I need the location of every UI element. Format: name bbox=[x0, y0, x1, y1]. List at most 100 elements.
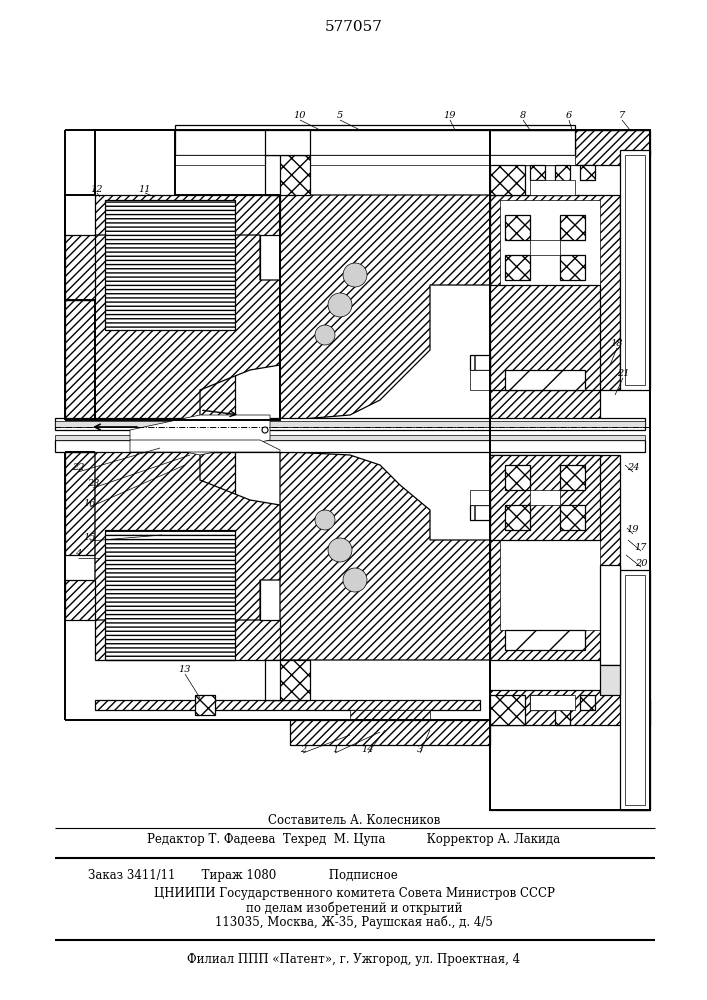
Bar bbox=[555, 695, 570, 725]
Bar bbox=[500, 460, 600, 630]
Polygon shape bbox=[265, 660, 280, 700]
Text: 19: 19 bbox=[626, 526, 639, 534]
Bar bbox=[195, 695, 215, 715]
Bar bbox=[530, 695, 575, 710]
Bar bbox=[105, 530, 235, 660]
Bar bbox=[530, 490, 560, 505]
Text: 2: 2 bbox=[300, 746, 306, 754]
Circle shape bbox=[315, 325, 335, 345]
Polygon shape bbox=[490, 130, 650, 165]
Text: 24: 24 bbox=[626, 464, 639, 473]
Bar bbox=[105, 200, 235, 330]
Text: 13: 13 bbox=[179, 666, 192, 674]
Text: Заказ 3411/11       Тираж 1080              Подписное: Заказ 3411/11 Тираж 1080 Подписное bbox=[88, 868, 398, 882]
Bar bbox=[580, 165, 595, 180]
Bar bbox=[470, 505, 490, 520]
Polygon shape bbox=[490, 195, 620, 420]
Bar bbox=[560, 255, 585, 280]
Bar bbox=[620, 570, 650, 810]
Text: 14: 14 bbox=[362, 746, 374, 754]
Polygon shape bbox=[95, 235, 280, 420]
Text: 11: 11 bbox=[139, 186, 151, 194]
Bar bbox=[625, 155, 645, 385]
Text: 23: 23 bbox=[87, 480, 99, 488]
Polygon shape bbox=[275, 155, 310, 195]
Bar bbox=[555, 165, 570, 195]
Bar bbox=[175, 155, 575, 165]
Text: 18: 18 bbox=[611, 338, 624, 348]
Circle shape bbox=[343, 568, 367, 592]
Text: по делам изобретений и открытий: по делам изобретений и открытий bbox=[246, 901, 462, 915]
Polygon shape bbox=[350, 710, 430, 745]
Polygon shape bbox=[130, 440, 280, 452]
Text: Редактор Т. Фадеева  Техред  М. Цупа           Корректор А. Лакида: Редактор Т. Фадеева Техред М. Цупа Корре… bbox=[148, 834, 561, 846]
Bar bbox=[55, 435, 645, 440]
Polygon shape bbox=[280, 195, 490, 420]
Bar bbox=[505, 630, 585, 650]
Bar bbox=[490, 695, 525, 725]
Bar bbox=[500, 200, 600, 370]
Bar bbox=[470, 370, 490, 390]
Polygon shape bbox=[265, 155, 280, 195]
Bar bbox=[55, 440, 645, 452]
Text: 3: 3 bbox=[417, 746, 423, 754]
Bar bbox=[625, 575, 645, 805]
Text: 16: 16 bbox=[83, 498, 96, 508]
Bar bbox=[620, 150, 650, 390]
Polygon shape bbox=[95, 195, 280, 420]
Text: 22: 22 bbox=[71, 464, 84, 473]
Bar bbox=[490, 165, 525, 195]
Bar bbox=[560, 465, 585, 490]
Bar bbox=[600, 665, 620, 695]
Bar bbox=[505, 370, 585, 390]
Polygon shape bbox=[130, 415, 270, 455]
Text: Составитель А. Колесников: Составитель А. Колесников bbox=[268, 814, 440, 826]
Bar bbox=[560, 215, 585, 240]
Polygon shape bbox=[265, 130, 310, 155]
Bar bbox=[55, 421, 645, 427]
Polygon shape bbox=[95, 452, 280, 620]
Bar bbox=[505, 505, 530, 530]
Circle shape bbox=[328, 538, 352, 562]
Polygon shape bbox=[65, 452, 95, 555]
Text: 17: 17 bbox=[635, 542, 647, 552]
Polygon shape bbox=[490, 690, 650, 725]
Bar bbox=[600, 565, 620, 665]
Polygon shape bbox=[65, 580, 95, 620]
Bar bbox=[290, 720, 490, 745]
Bar bbox=[530, 695, 545, 710]
Bar bbox=[505, 255, 530, 280]
Bar bbox=[530, 165, 545, 180]
Text: Филиал ППП «Патент», г. Ужгород, ул. Проектная, 4: Филиал ППП «Патент», г. Ужгород, ул. Про… bbox=[187, 954, 520, 966]
Text: 1: 1 bbox=[332, 746, 338, 754]
Bar bbox=[505, 465, 530, 490]
Text: 19: 19 bbox=[444, 110, 456, 119]
Polygon shape bbox=[65, 235, 95, 300]
Text: 15: 15 bbox=[83, 532, 96, 542]
Bar bbox=[530, 240, 560, 255]
Polygon shape bbox=[490, 455, 600, 540]
Text: 8: 8 bbox=[520, 110, 526, 119]
Circle shape bbox=[343, 263, 367, 287]
Bar bbox=[580, 695, 595, 710]
Bar bbox=[175, 130, 575, 155]
Circle shape bbox=[315, 510, 335, 530]
Polygon shape bbox=[280, 452, 490, 660]
Bar bbox=[55, 418, 645, 430]
Text: 20: 20 bbox=[635, 558, 647, 568]
Polygon shape bbox=[490, 455, 620, 660]
Circle shape bbox=[328, 293, 352, 317]
Circle shape bbox=[262, 427, 268, 433]
Text: 6: 6 bbox=[566, 110, 572, 119]
Text: 113035, Москва, Ж-35, Раушская наб., д. 4/5: 113035, Москва, Ж-35, Раушская наб., д. … bbox=[215, 915, 493, 929]
Text: 7: 7 bbox=[619, 110, 625, 119]
Text: 4: 4 bbox=[75, 550, 81, 558]
Text: 12: 12 bbox=[90, 186, 103, 194]
Bar bbox=[560, 505, 585, 530]
Bar bbox=[505, 215, 530, 240]
Text: 577057: 577057 bbox=[325, 20, 383, 34]
Polygon shape bbox=[65, 300, 95, 420]
Bar bbox=[470, 355, 490, 370]
Bar bbox=[175, 125, 575, 155]
Polygon shape bbox=[95, 452, 280, 660]
